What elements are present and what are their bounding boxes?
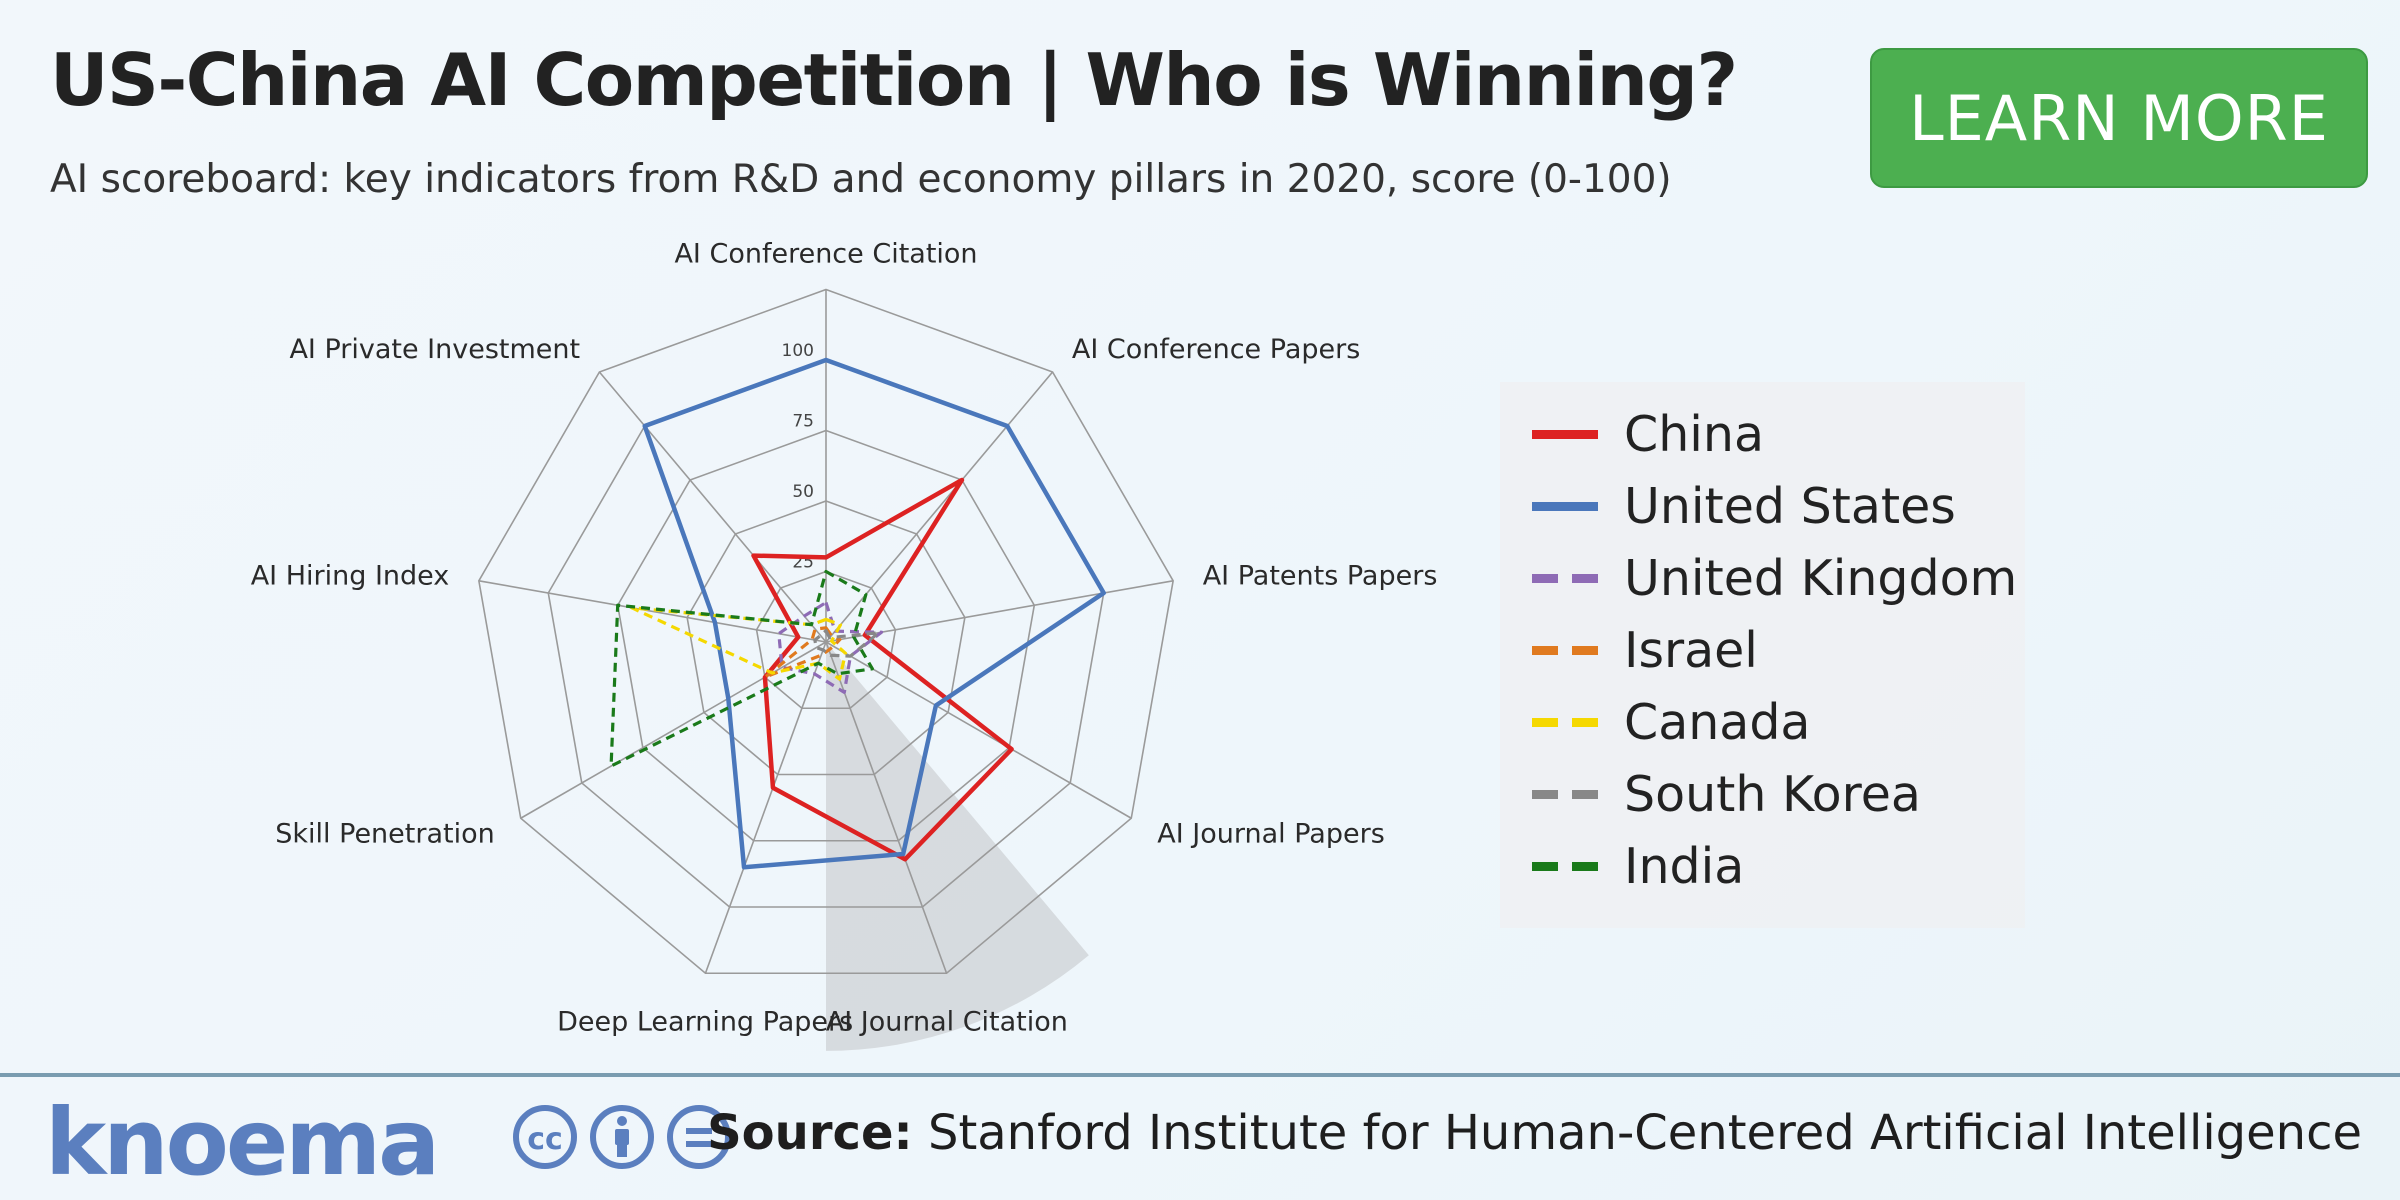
legend-swatch — [1532, 861, 1598, 871]
radial-tick-label: 50 — [792, 482, 814, 502]
grid-spoke — [520, 641, 827, 819]
grid-spoke — [598, 371, 827, 643]
grid-ring — [686, 500, 966, 776]
legend-label: Canada — [1624, 693, 1811, 751]
series-line — [813, 629, 881, 658]
legend-label: United Kingdom — [1624, 549, 2018, 607]
legend-swatch — [1532, 573, 1598, 583]
page-title: US-China AI Competition | Who is Winning… — [50, 38, 1738, 122]
axis-label: AI Journal Citation — [826, 1006, 1068, 1037]
legend-item[interactable]: Canada — [1532, 692, 1810, 752]
series-line — [751, 477, 1014, 862]
legend-item[interactable]: Israel — [1532, 620, 1758, 680]
axis-label: AI Journal Papers — [1157, 818, 1385, 849]
footer: knoema cc Source: Stanford Institute for… — [0, 1077, 2400, 1200]
radial-tick-label: 75 — [792, 412, 814, 432]
cc-icon: cc — [513, 1105, 577, 1169]
series-line — [763, 626, 842, 679]
legend-label: India — [1624, 837, 1745, 895]
knoema-logo[interactable]: knoema — [45, 1089, 440, 1196]
svg-text:cc: cc — [527, 1122, 563, 1157]
learn-more-button[interactable]: LEARN MORE — [1870, 48, 2368, 188]
legend-label: China — [1624, 405, 1764, 463]
legend-swatch — [1532, 717, 1598, 727]
axis-label: AI Conference Papers — [1072, 334, 1360, 365]
source-note: Source: Stanford Institute for Human-Cen… — [707, 1105, 2362, 1161]
legend-item[interactable]: United Kingdom — [1532, 548, 2017, 608]
legend-item[interactable]: South Korea — [1532, 764, 1921, 824]
legend-swatch — [1532, 789, 1598, 799]
grid-spoke — [704, 641, 827, 974]
axis-label: Deep Learning Papers — [557, 1006, 853, 1037]
source-text: Stanford Institute for Human-Centered Ar… — [927, 1105, 2362, 1161]
legend-swatch — [1532, 645, 1598, 655]
grid-spoke — [825, 580, 1174, 643]
grid-spoke — [478, 580, 827, 643]
series-line — [642, 357, 1106, 870]
grid-spoke — [825, 641, 1132, 819]
axis-label: AI Hiring Index — [251, 561, 450, 592]
license-icons[interactable]: cc — [512, 1101, 742, 1173]
legend-label: South Korea — [1624, 765, 1921, 823]
chart-legend: China United States United Kingdom Israel Ca… — [1500, 382, 2025, 928]
grid-ring — [616, 429, 1036, 842]
legend-label: Israel — [1624, 621, 1758, 679]
series-line — [777, 600, 884, 694]
source-label: Source: — [707, 1105, 913, 1161]
radial-tick-label: 100 — [782, 341, 814, 361]
axis-label: AI Conference Citation — [674, 239, 977, 270]
legend-item[interactable]: India — [1532, 836, 1744, 896]
attribution-icon — [590, 1105, 654, 1169]
legend-item[interactable]: China — [1532, 404, 1764, 464]
axis-label: AI Patents Papers — [1203, 561, 1438, 592]
series-line — [609, 569, 875, 768]
no-derivatives-icon — [667, 1105, 731, 1169]
legend-swatch — [1532, 429, 1598, 439]
page-subtitle: AI scoreboard: key indicators from R&D a… — [50, 157, 1672, 202]
legend-item[interactable]: United States — [1532, 476, 1956, 536]
legend-label: United States — [1624, 477, 1956, 535]
legend-swatch — [1532, 501, 1598, 511]
grid-spoke — [825, 641, 948, 974]
grid-spoke — [825, 371, 1054, 643]
axis-label: Skill Penetration — [275, 818, 494, 849]
highlight-sector — [826, 642, 1089, 1051]
axis-label: AI Private Investment — [289, 334, 580, 365]
grid-ring — [478, 288, 1174, 975]
footer-divider — [0, 1073, 2400, 1077]
